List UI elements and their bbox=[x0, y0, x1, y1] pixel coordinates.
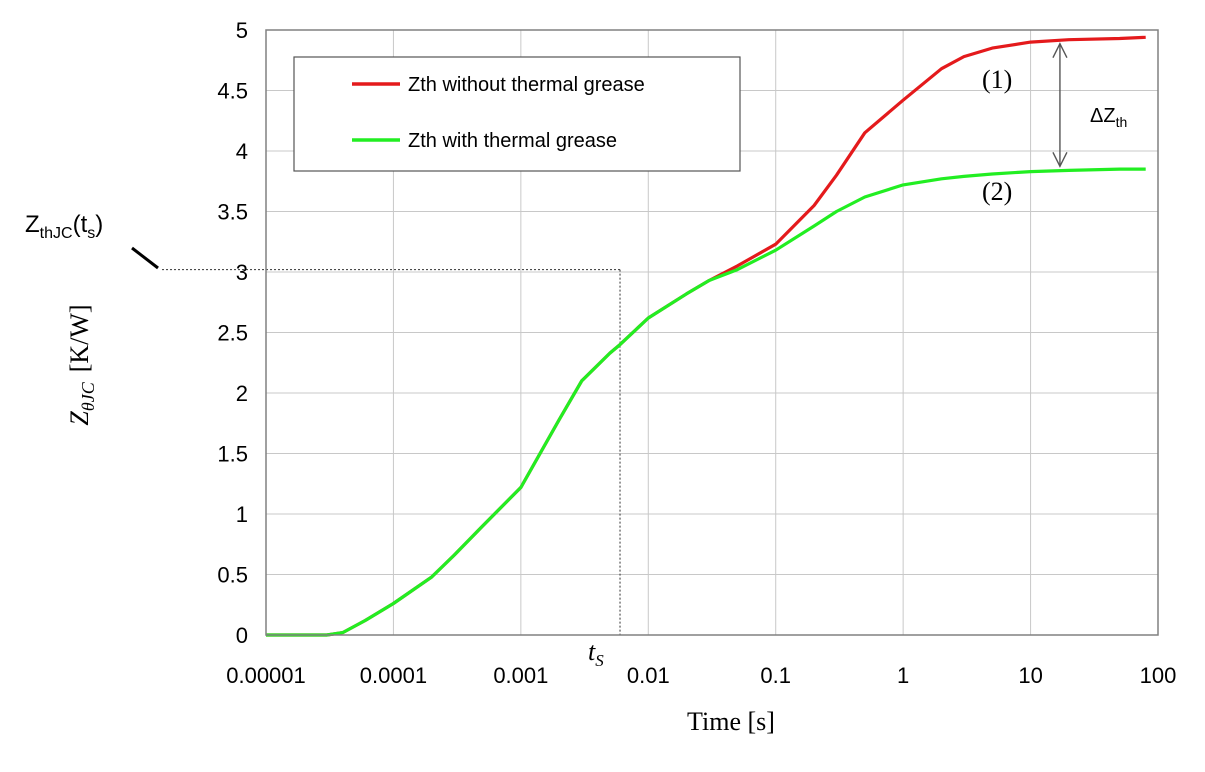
legend-label-without-grease: Zth without thermal grease bbox=[408, 74, 645, 96]
legend-box bbox=[293, 56, 741, 172]
x-tick-label: 100 bbox=[1140, 663, 1177, 688]
y-axis-label: ZθJC[K/W] bbox=[65, 304, 98, 425]
x-tick-label: 0.00001 bbox=[226, 663, 306, 688]
y-tick-label: 2.5 bbox=[217, 321, 248, 346]
curve-1-label: (1) bbox=[982, 65, 1012, 94]
y-tick-label: 5 bbox=[236, 18, 248, 43]
x-tick-label: 0.1 bbox=[760, 663, 791, 688]
y-tick-label: 0.5 bbox=[217, 563, 248, 588]
legend: Zth without thermal grease Zth with ther… bbox=[293, 56, 741, 172]
y-tick-label: 4.5 bbox=[217, 79, 248, 104]
y-tick-label: 2 bbox=[236, 381, 248, 406]
x-tick-labels: 0.00001 0.0001 0.001 0.01 0.1 1 10 100 bbox=[226, 663, 1176, 688]
zthjc-pointer bbox=[131, 246, 159, 270]
delta-zth-label: ΔZth bbox=[1090, 105, 1127, 130]
x-axis-label: Time [s] bbox=[687, 707, 775, 736]
y-tick-label: 3 bbox=[236, 260, 248, 285]
y-tick-label: 1.5 bbox=[217, 442, 248, 467]
delta-zth-arrow bbox=[1052, 42, 1068, 168]
y-tick-label: 4 bbox=[236, 139, 248, 164]
y-tick-label: 0 bbox=[236, 623, 248, 648]
x-tick-label: 10 bbox=[1018, 663, 1042, 688]
x-tick-label: 0.0001 bbox=[360, 663, 427, 688]
ts-guide-lines bbox=[162, 269, 621, 635]
x-tick-label: 0.001 bbox=[493, 663, 548, 688]
ts-label: tS bbox=[588, 637, 604, 670]
y-tick-label: 3.5 bbox=[217, 200, 248, 225]
x-tick-label: 0.01 bbox=[627, 663, 670, 688]
plot-frame bbox=[265, 29, 1159, 636]
x-tick-label: 1 bbox=[897, 663, 909, 688]
series-group bbox=[266, 35, 1146, 637]
series-line-1 bbox=[266, 167, 1146, 637]
y-tick-labels: 0 0.5 1 1.5 2 2.5 3 3.5 4 4.5 5 bbox=[217, 18, 248, 648]
zthjc-ts-label: ZthJC(ts) bbox=[25, 211, 103, 242]
delta-arrow-head-top bbox=[1052, 42, 1068, 58]
delta-arrow-head-bottom bbox=[1052, 152, 1068, 168]
curve-2-label: (2) bbox=[982, 177, 1012, 206]
y-tick-label: 1 bbox=[236, 502, 248, 527]
legend-label-with-grease: Zth with thermal grease bbox=[408, 130, 617, 152]
